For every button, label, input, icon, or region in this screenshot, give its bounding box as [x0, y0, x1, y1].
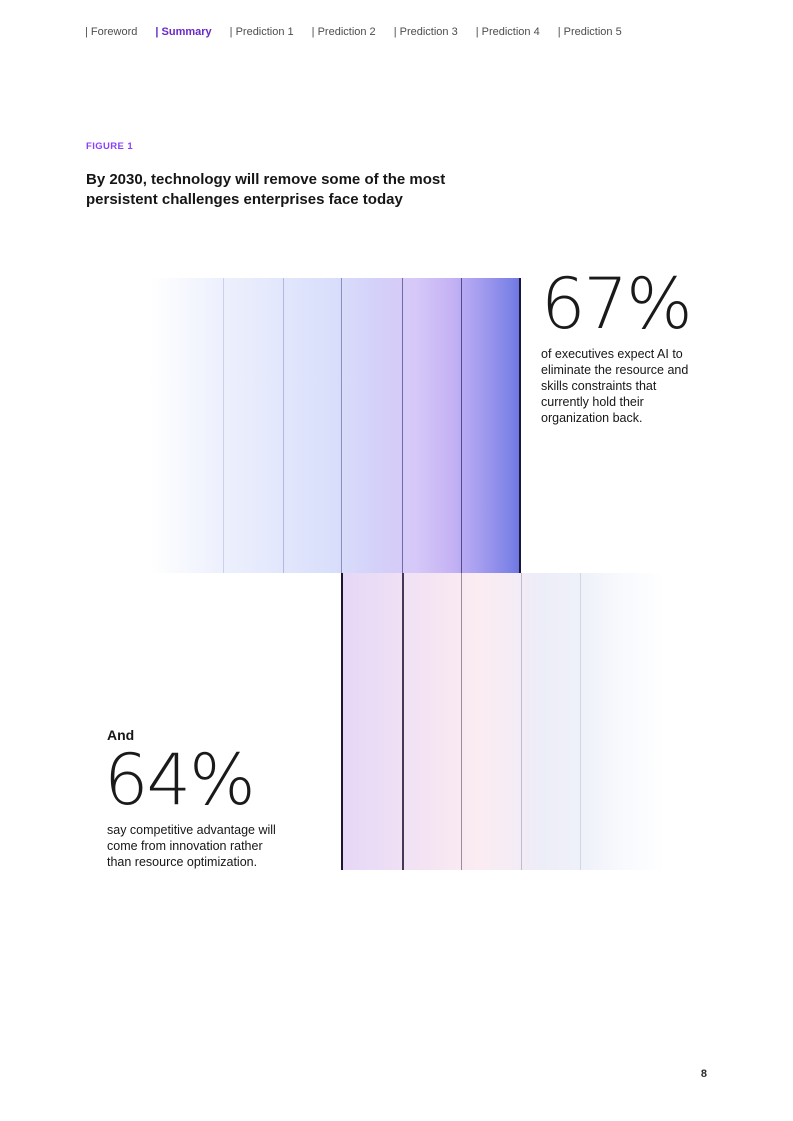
nav-item-prediction-2[interactable]: | Prediction 2 [311, 26, 376, 38]
stat-67-description: of executives expect AI to eliminate the… [541, 347, 689, 425]
nav-item-foreword[interactable]: | Foreword [85, 26, 138, 38]
page-number: 8 [700, 1068, 707, 1080]
gradient-band-divider [461, 573, 462, 870]
stat-67-value: 67% [541, 263, 693, 345]
gradient-block-67 [150, 278, 521, 573]
stat-64: And 64% say competitive advantage will c… [104, 726, 344, 870]
gradient-band-divider [402, 573, 404, 870]
nav-item-prediction-5[interactable]: | Prediction 5 [557, 26, 622, 38]
gradient-band-divider [283, 278, 284, 573]
stat-64-description: say competitive advantage will come from… [107, 823, 276, 869]
figure-label: FIGURE 1 [86, 141, 134, 152]
gradient-band-divider [580, 573, 581, 870]
gradient-band-divider [461, 278, 462, 573]
nav-item-prediction-4[interactable]: | Prediction 4 [475, 26, 540, 38]
section-nav: | Foreword | Summary | Prediction 1 | Pr… [85, 26, 622, 39]
stat-64-value: 64% [104, 739, 256, 821]
gradient-band-divider [223, 278, 224, 573]
gradient-band-divider [402, 278, 403, 573]
figure-title: By 2030, technology will remove some of … [86, 171, 446, 208]
nav-item-summary[interactable]: | Summary [155, 26, 212, 38]
gradient-band-divider [521, 573, 522, 870]
nav-item-prediction-1[interactable]: | Prediction 1 [229, 26, 294, 38]
gradient-block-64 [341, 573, 665, 870]
nav-item-prediction-3[interactable]: | Prediction 3 [393, 26, 458, 38]
gradient-band-divider [341, 278, 342, 573]
stat-64-connector: And [107, 727, 135, 743]
stat-67: 67% of executives expect AI to eliminate… [541, 268, 719, 426]
